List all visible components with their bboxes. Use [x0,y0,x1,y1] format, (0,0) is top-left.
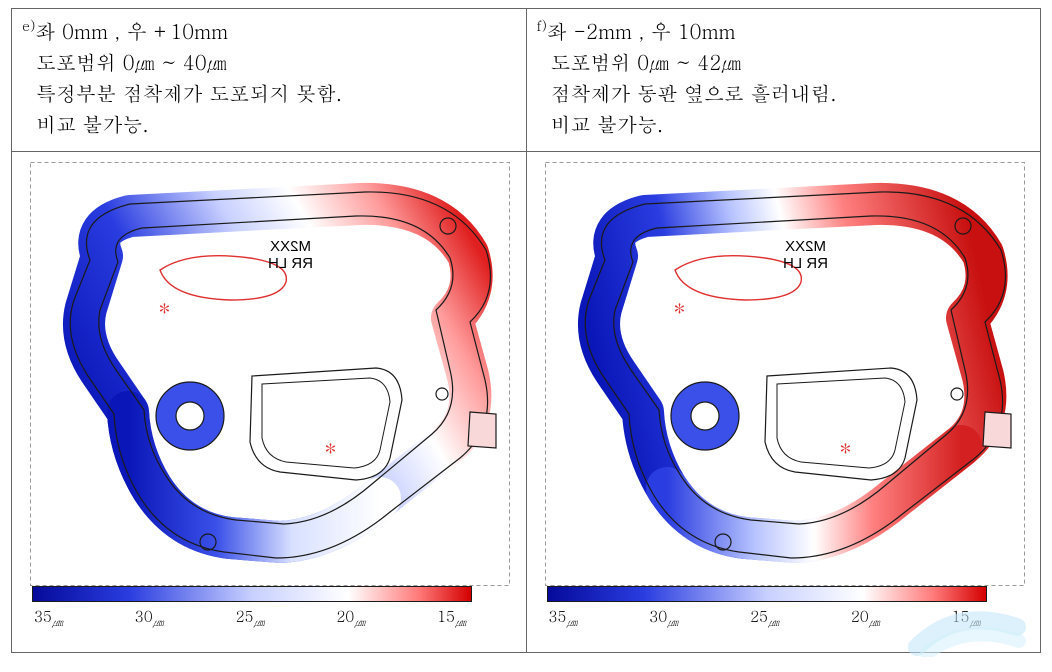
panel-f-diagram: * * M2XX RR LH 35㎛ 30㎛ 25㎛ 20㎛ 15㎛ [527,152,1041,652]
marker-asterisk: * [158,290,171,326]
colorbar-e: 35㎛ 30㎛ 25㎛ 20㎛ 15㎛ [32,586,472,630]
panel-f-text: f)좌 -2mm , 우 10mm 도포범위 0㎛ ~ 42㎛ 점착제가 동판 … [527,9,1041,152]
panel-f-line3: 점착제가 동판 옆으로 흘러내림. [537,77,1031,108]
panel-f-line1: 좌 -2mm , 우 10mm [547,16,735,45]
panel-e-line4: 비교 불가능. [22,108,516,139]
colorbar-f: 35㎛ 30㎛ 25㎛ 20㎛ 15㎛ [547,586,987,630]
panel-e-text: e)좌 0mm , 우 +10mm 도포범위 0㎛ ~ 40㎛ 특정부분 점착제… [12,9,526,152]
panel-f-line2: 도포범위 0㎛ ~ 42㎛ [537,46,1031,77]
comparison-table: e)좌 0mm , 우 +10mm 도포범위 0㎛ ~ 40㎛ 특정부분 점착제… [11,8,1041,653]
panel-f-line4: 비교 불가능. [537,108,1031,139]
panel-e: e)좌 0mm , 우 +10mm 도포범위 0㎛ ~ 40㎛ 특정부분 점착제… [12,9,527,652]
colorbar-ticks: 35㎛ 30㎛ 25㎛ 20㎛ 15㎛ [547,606,987,630]
panel-e-line1: 좌 0mm , 우 +10mm [35,16,228,45]
panel-e-line3: 특정부분 점착제가 도포되지 못함. [22,77,516,108]
marker-asterisk: * [673,290,686,326]
panel-f-svg: * * [545,162,1025,586]
panel-e-diagram: * * M2XX RR LH 35㎛ 30㎛ 25㎛ 20㎛ 15㎛ [12,152,526,652]
colorbar-ticks: 35㎛ 30㎛ 25㎛ 20㎛ 15㎛ [32,606,472,630]
panel-e-svg: * * [30,162,510,586]
panel-e-line2: 도포범위 0㎛ ~ 40㎛ [22,46,516,77]
part-label-f: M2XX RR LH [783,238,828,272]
panel-f: f)좌 -2mm , 우 10mm 도포범위 0㎛ ~ 42㎛ 점착제가 동판 … [527,9,1041,652]
panel-e-prefix: e) [22,15,35,35]
marker-asterisk: * [839,430,852,466]
panel-f-prefix: f) [537,15,547,35]
part-label-e: M2XX RR LH [268,238,313,272]
marker-asterisk: * [324,430,337,466]
